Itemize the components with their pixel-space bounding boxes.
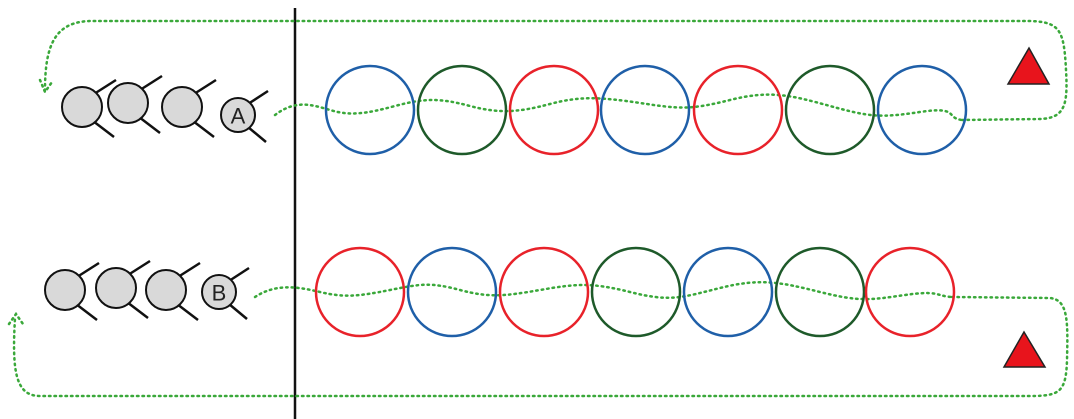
bead: [418, 66, 506, 154]
bead: [326, 66, 414, 154]
bead: [601, 66, 689, 154]
strand-a: [275, 95, 962, 120]
return-path-bottom: [14, 297, 1067, 396]
bead: [684, 248, 772, 336]
strand-b: [255, 282, 952, 299]
bead: [408, 248, 496, 336]
marker-triangle: [1008, 48, 1049, 84]
bead: [592, 248, 680, 336]
molecule: [108, 76, 162, 133]
molecule: [45, 263, 99, 320]
bead: [878, 66, 966, 154]
molecule: [162, 80, 216, 137]
bead: [866, 248, 954, 336]
bead-row-a: [326, 66, 966, 154]
diagram: A B: [0, 0, 1074, 419]
molecule: [96, 261, 150, 318]
bead: [694, 66, 782, 154]
marker-triangle: [1004, 332, 1045, 367]
bead: [500, 248, 588, 336]
molecule-label: B: [212, 281, 227, 306]
molecule: [146, 263, 200, 320]
bead: [786, 66, 874, 154]
bead: [316, 248, 404, 336]
molecule-label: A: [231, 104, 246, 129]
